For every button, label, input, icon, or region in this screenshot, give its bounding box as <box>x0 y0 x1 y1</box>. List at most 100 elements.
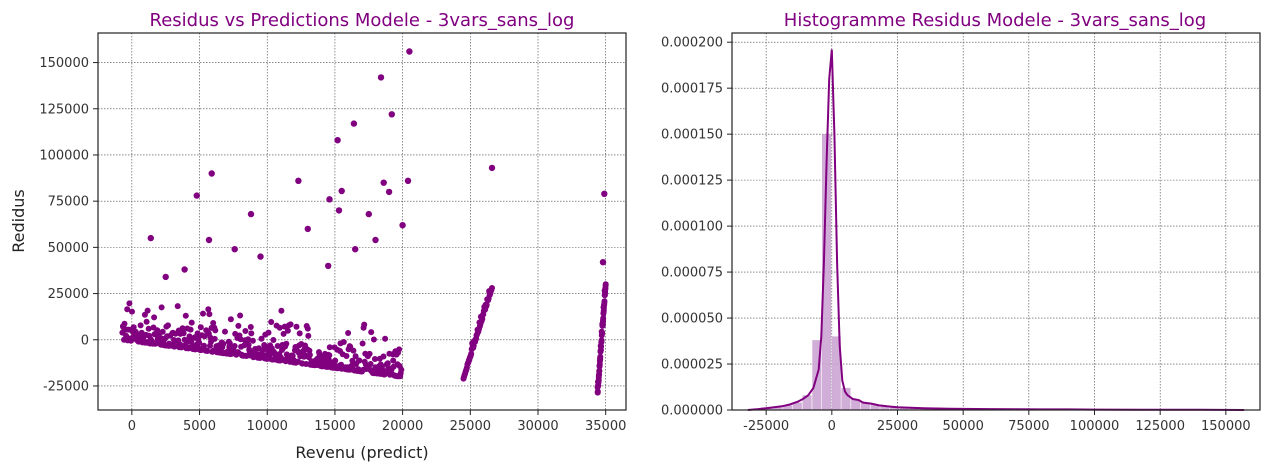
scatter-point <box>389 111 395 117</box>
scatter-point <box>368 361 374 367</box>
scatter-panel: Residus vs Predictions Modele - 3vars_sa… <box>9 10 626 462</box>
scatter-point <box>332 358 338 364</box>
scatter-point <box>597 354 603 360</box>
y-tick-label: 75000 <box>48 195 89 210</box>
scatter-point <box>194 192 200 198</box>
scatter-point <box>222 329 228 335</box>
y-tick-label: 0.000100 <box>661 220 723 235</box>
scatter-point <box>200 311 206 317</box>
y-tick-label: -25000 <box>43 379 89 394</box>
scatter-point <box>381 354 387 360</box>
scatter-point <box>305 333 311 339</box>
scatter-point <box>371 337 377 343</box>
scatter-point <box>235 323 241 329</box>
scatter-point <box>360 341 366 347</box>
scatter-point <box>206 237 212 243</box>
scatter-point <box>144 319 150 325</box>
scatter-point <box>361 322 367 328</box>
scatter-point <box>489 285 495 291</box>
x-tick-label: 50000 <box>942 419 983 434</box>
x-tick-label: 10000 <box>247 419 288 434</box>
scatter-title: Residus vs Predictions Modele - 3vars_sa… <box>150 10 575 31</box>
histogram-y-ticks: 0.0000000.0000250.0000500.0000750.000100… <box>661 36 732 419</box>
scatter-point <box>126 300 132 306</box>
scatter-point <box>405 178 411 184</box>
y-tick-label: 0 <box>81 333 89 348</box>
x-tick-label: 75000 <box>1008 419 1049 434</box>
scatter-point <box>206 311 212 317</box>
scatter-point <box>248 330 254 336</box>
scatter-point <box>372 237 378 243</box>
scatter-point <box>237 313 243 319</box>
scatter-point <box>270 337 276 343</box>
scatter-point <box>198 324 204 330</box>
scatter-point <box>232 343 238 349</box>
scatter-point <box>602 298 608 304</box>
scatter-point <box>396 346 402 352</box>
scatter-point <box>220 341 226 347</box>
y-tick-label: 0.000000 <box>661 404 723 419</box>
scatter-point <box>334 137 340 143</box>
scatter-point <box>183 313 189 319</box>
x-tick-label: 5000 <box>183 419 216 434</box>
scatter-point <box>285 328 291 334</box>
scatter-point <box>288 321 294 327</box>
scatter-point <box>248 211 254 217</box>
scatter-point <box>148 235 154 241</box>
scatter-point <box>248 324 254 330</box>
scatter-points <box>119 48 608 395</box>
scatter-point <box>189 320 195 326</box>
scatter-point <box>601 191 607 197</box>
scatter-point <box>378 74 384 80</box>
scatter-point <box>382 336 388 342</box>
scatter-point <box>381 180 387 186</box>
scatter-point <box>351 120 357 126</box>
scatter-point <box>257 253 263 259</box>
scatter-point <box>326 352 332 358</box>
y-tick-label: 125000 <box>39 102 89 117</box>
x-tick-label: -25000 <box>743 419 789 434</box>
scatter-point <box>336 207 342 213</box>
scatter-point <box>242 328 248 334</box>
scatter-point <box>159 304 165 310</box>
scatter-point <box>326 196 332 202</box>
scatter-point <box>250 338 256 344</box>
scatter-point <box>352 246 358 252</box>
y-tick-label: 0.000150 <box>661 128 723 143</box>
scatter-point <box>278 308 284 314</box>
scatter-point <box>268 319 274 325</box>
scatter-x-label: Revenu (predict) <box>295 443 428 462</box>
scatter-point <box>122 321 128 327</box>
scatter-point <box>129 309 135 315</box>
histogram-gridlines <box>732 33 1260 410</box>
x-tick-label: 125000 <box>1135 419 1185 434</box>
scatter-point <box>339 188 345 194</box>
scatter-point <box>266 330 272 336</box>
scatter-point <box>595 388 601 394</box>
scatter-point <box>294 324 300 330</box>
scatter-point <box>345 330 351 336</box>
scatter-point <box>228 316 234 322</box>
y-tick-label: 25000 <box>48 287 89 302</box>
x-tick-label: 0 <box>128 419 136 434</box>
scatter-point <box>175 303 181 309</box>
scatter-point <box>600 259 606 265</box>
x-tick-label: 0 <box>828 419 836 434</box>
scatter-point <box>188 327 194 333</box>
histogram-title: Histogramme Residus Modele - 3vars_sans_… <box>784 10 1206 31</box>
scatter-point <box>307 352 313 358</box>
scatter-point <box>366 211 372 217</box>
scatter-point <box>398 367 404 373</box>
scatter-point <box>165 322 171 328</box>
scatter-point <box>138 322 144 328</box>
scatter-point <box>145 308 151 314</box>
scatter-point <box>406 48 412 54</box>
scatter-point <box>160 329 166 335</box>
y-tick-label: 50000 <box>48 241 89 256</box>
scatter-point <box>399 222 405 228</box>
y-tick-label: 0.000200 <box>661 36 723 51</box>
